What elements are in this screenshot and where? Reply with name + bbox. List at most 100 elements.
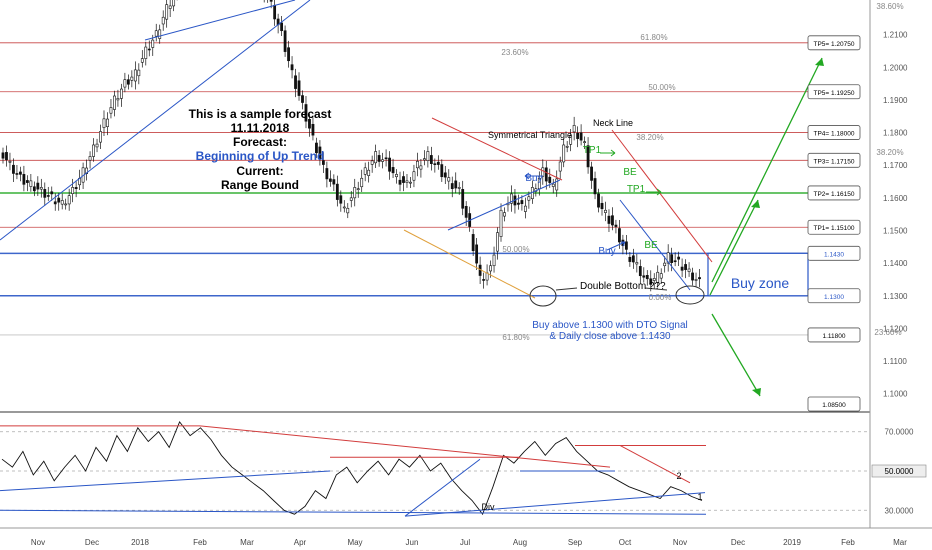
candle-body <box>158 29 162 39</box>
forecast-arrow-down <box>711 313 761 397</box>
level-label-tp5: TP5= 1.20750 <box>813 41 854 48</box>
level-label-down1: 1.11800 <box>822 333 845 340</box>
double-bottom-arrows <box>555 287 668 291</box>
candle-body <box>433 163 437 165</box>
candle-body <box>304 104 308 122</box>
x-tick-label: Jul <box>460 538 470 547</box>
level-box-tp1 <box>807 219 861 235</box>
osc-red-diagonal <box>199 425 611 468</box>
candle-body <box>645 275 649 280</box>
buy-zone-label: Buy zone <box>731 275 790 291</box>
candle-body <box>315 142 318 154</box>
note-line-4: Beginning of Up Trend <box>196 149 325 163</box>
candle-body <box>15 173 19 175</box>
candle-body <box>1 152 5 159</box>
level-box-down1 <box>807 327 861 343</box>
level-label-tp3: TP3= 1.17150 <box>813 158 854 165</box>
candle-body <box>308 118 311 129</box>
candle-body <box>154 30 158 37</box>
candle-body <box>109 107 113 114</box>
candle-body <box>113 95 116 110</box>
price-tick-label: 1.2100 <box>883 31 908 40</box>
candle-body <box>64 203 68 206</box>
candle-body <box>510 193 513 204</box>
price-tick-label: 1.1700 <box>883 161 908 170</box>
level-label-bottom: 1.1300 <box>824 294 844 301</box>
candle-body <box>60 200 64 205</box>
candle-body <box>443 172 447 178</box>
candle-body <box>71 187 75 195</box>
candle-body <box>283 30 287 52</box>
fib-label: 38.20% <box>636 133 663 142</box>
candle-body <box>551 183 555 187</box>
price-tick-label: 1.1300 <box>883 292 908 301</box>
candle-body <box>88 156 92 161</box>
candle-body <box>301 95 304 103</box>
fib-label: 38.60% <box>876 2 903 11</box>
buy-zone-box <box>707 252 809 297</box>
candle-body <box>593 178 597 195</box>
candle-body <box>269 0 273 2</box>
candle-body <box>172 0 176 7</box>
candle-body <box>168 5 172 9</box>
candle-body <box>19 171 22 175</box>
candle-body <box>370 160 374 165</box>
candle-body <box>151 39 155 48</box>
candle-body <box>429 155 433 164</box>
level-label-tp4b: TP5= 1.19250 <box>813 90 854 97</box>
candle-body <box>649 278 653 285</box>
candle-body <box>461 189 465 209</box>
candle-body <box>457 187 461 189</box>
tp1-arrow <box>600 149 616 157</box>
candle-body <box>332 179 336 185</box>
candle-body <box>499 209 503 237</box>
forecast-arrow-up-2 <box>711 57 823 283</box>
price-tick-label: 1.1000 <box>883 390 908 399</box>
buy-above-line-2: & Daily close above 1.1430 <box>549 331 671 342</box>
candle-body <box>106 118 109 127</box>
candle-body <box>628 256 632 262</box>
note-line-5: Current: <box>236 164 283 178</box>
level-box-tp4b <box>807 84 861 100</box>
candle-body <box>450 183 454 190</box>
candle-body <box>388 157 391 172</box>
candle-body <box>384 157 388 160</box>
candle-body <box>544 167 548 182</box>
x-tick-label: 2019 <box>783 538 801 547</box>
candle-body <box>642 275 646 278</box>
candle-body <box>147 48 151 51</box>
candle-body <box>447 177 451 182</box>
fib-label: 23.60% <box>874 328 901 337</box>
candle-body <box>273 4 277 20</box>
candle-body <box>43 189 47 198</box>
price-tick-label: 1.1600 <box>883 194 908 203</box>
candle-body <box>123 79 127 88</box>
candle-body <box>32 186 36 192</box>
candle-body <box>325 168 329 180</box>
candle-body <box>116 98 120 101</box>
level-box-bottom <box>807 288 861 304</box>
wave-1-label: 1 <box>697 492 702 502</box>
candle-body <box>555 178 559 191</box>
candle-body <box>161 16 165 25</box>
forecast-arrow-up-1 <box>709 199 759 296</box>
candle-body <box>311 123 315 136</box>
candle-body <box>356 188 360 191</box>
neck-red-line <box>611 129 713 263</box>
osc-tick-label: 70.0000 <box>885 428 914 437</box>
candle-body <box>398 179 402 185</box>
candle-body <box>677 256 681 260</box>
osc-series-line <box>1 421 703 516</box>
candle-body <box>46 195 50 197</box>
be-label-1: BE <box>623 167 637 178</box>
candle-body <box>579 132 583 141</box>
candle-body <box>36 182 40 190</box>
rising-trendline-upper <box>144 0 296 41</box>
buy-above-line-1: Buy above 1.1300 with DTO Signal <box>532 320 687 331</box>
candle-body <box>328 178 332 182</box>
note-line-1: This is a sample forecast <box>189 107 332 121</box>
level-label-top: 1.1430 <box>824 251 844 258</box>
candle-body <box>294 75 297 89</box>
candle-body <box>471 234 475 252</box>
level-box-tp4 <box>807 125 861 140</box>
